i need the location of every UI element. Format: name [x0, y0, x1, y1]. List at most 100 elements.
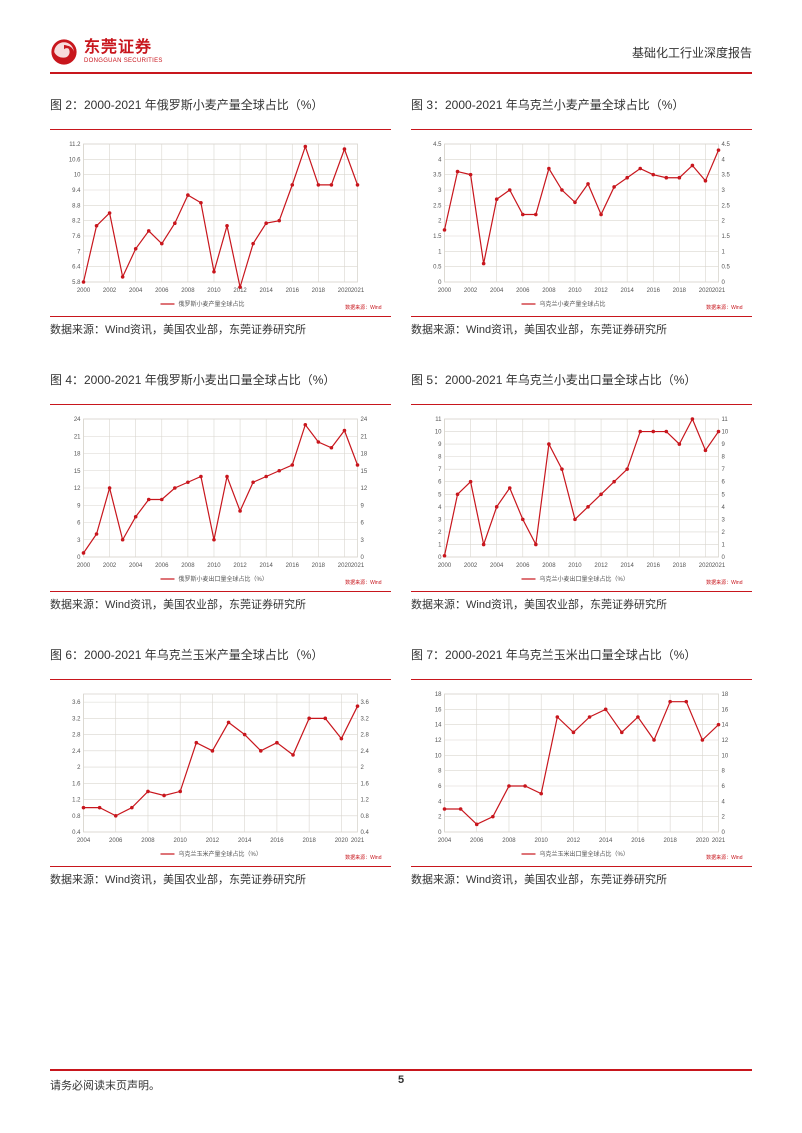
line-chart: 5.86.477.68.28.89.41010.611.220002002200…: [50, 132, 391, 312]
svg-text:3.2: 3.2: [361, 716, 370, 722]
svg-text:8.2: 8.2: [72, 219, 81, 225]
svg-text:2006: 2006: [516, 563, 530, 569]
footer-disclaimer: 请务必阅读末页声明。: [50, 1077, 160, 1093]
svg-text:24: 24: [361, 417, 368, 423]
svg-text:数据来源：Wind: 数据来源：Wind: [345, 304, 382, 311]
svg-text:8.8: 8.8: [72, 203, 81, 209]
svg-text:1.6: 1.6: [361, 781, 370, 787]
svg-text:2014: 2014: [238, 838, 252, 844]
svg-text:0.4: 0.4: [361, 830, 370, 836]
svg-text:2014: 2014: [620, 563, 634, 569]
svg-text:2002: 2002: [464, 288, 478, 294]
svg-text:18: 18: [722, 692, 729, 698]
svg-text:10: 10: [722, 753, 729, 759]
svg-text:3.5: 3.5: [433, 173, 442, 179]
svg-text:12: 12: [435, 738, 442, 744]
svg-text:2021: 2021: [351, 838, 365, 844]
svg-text:2000: 2000: [77, 563, 91, 569]
svg-text:1.5: 1.5: [433, 234, 442, 240]
svg-text:2016: 2016: [286, 288, 300, 294]
svg-text:2004: 2004: [77, 838, 91, 844]
svg-text:2.5: 2.5: [433, 203, 442, 209]
chart-cell-c3: 图 3：2000-2021 年乌克兰小麦产量全球占比（%）000.50.5111…: [411, 96, 752, 337]
chart-box: 0.40.40.80.81.21.21.61.6222.42.42.82.83.…: [50, 682, 391, 862]
chart-cell-c6: 图 6：2000-2021 年乌克兰玉米产量全球占比（%）0.40.40.80.…: [50, 646, 391, 887]
svg-text:2008: 2008: [542, 288, 556, 294]
svg-text:2012: 2012: [206, 838, 220, 844]
svg-text:10.6: 10.6: [69, 157, 81, 163]
svg-text:2021: 2021: [351, 563, 365, 569]
svg-text:0.5: 0.5: [433, 265, 442, 271]
svg-text:2010: 2010: [174, 838, 188, 844]
svg-text:2010: 2010: [207, 288, 221, 294]
svg-text:2016: 2016: [647, 288, 661, 294]
svg-text:11: 11: [722, 417, 729, 423]
svg-text:2016: 2016: [647, 563, 661, 569]
chart-source: 数据来源：Wind资讯，美国农业部，东莞证券研究所: [50, 316, 391, 337]
svg-text:2020: 2020: [699, 288, 713, 294]
svg-text:2016: 2016: [270, 838, 284, 844]
svg-text:数据来源：Wind: 数据来源：Wind: [706, 854, 743, 861]
svg-text:12: 12: [361, 486, 368, 492]
svg-text:2018: 2018: [673, 288, 687, 294]
svg-text:2008: 2008: [502, 838, 516, 844]
svg-text:4.5: 4.5: [433, 142, 442, 148]
svg-text:数据来源：Wind: 数据来源：Wind: [706, 304, 743, 311]
svg-text:2000: 2000: [77, 288, 91, 294]
svg-text:俄罗斯小麦产量全球占比: 俄罗斯小麦产量全球占比: [179, 300, 245, 308]
svg-text:3.2: 3.2: [72, 716, 81, 722]
chart-box: 5.86.477.68.28.89.41010.611.220002002200…: [50, 132, 391, 312]
svg-text:2002: 2002: [103, 288, 117, 294]
svg-text:2008: 2008: [181, 563, 195, 569]
svg-text:2020: 2020: [696, 838, 710, 844]
svg-text:18: 18: [435, 692, 442, 698]
svg-text:3.6: 3.6: [72, 700, 81, 706]
svg-text:2012: 2012: [567, 838, 581, 844]
svg-text:2.8: 2.8: [72, 733, 81, 739]
svg-text:2014: 2014: [620, 288, 634, 294]
chart-title: 图 2：2000-2021 年俄罗斯小麦产量全球占比（%）: [50, 96, 391, 130]
svg-text:1.6: 1.6: [72, 781, 81, 787]
svg-text:18: 18: [74, 452, 81, 458]
svg-text:2021: 2021: [712, 288, 726, 294]
svg-text:16: 16: [722, 707, 729, 713]
chart-source: 数据来源：Wind资讯，美国农业部，东莞证券研究所: [50, 591, 391, 612]
svg-text:2016: 2016: [631, 838, 645, 844]
svg-text:10: 10: [435, 753, 442, 759]
line-chart: 0.40.40.80.81.21.21.61.6222.42.42.82.83.…: [50, 682, 391, 862]
logo-cn: 东莞证券: [84, 40, 163, 56]
svg-text:2008: 2008: [542, 563, 556, 569]
svg-text:2020: 2020: [338, 288, 352, 294]
svg-text:俄罗斯小麦出口量全球占比（%）: 俄罗斯小麦出口量全球占比（%）: [179, 575, 268, 583]
svg-text:2.4: 2.4: [72, 749, 81, 755]
svg-text:12: 12: [74, 486, 81, 492]
svg-text:2010: 2010: [535, 838, 549, 844]
svg-text:数据来源：Wind: 数据来源：Wind: [345, 579, 382, 586]
svg-text:2018: 2018: [312, 563, 326, 569]
svg-text:2.8: 2.8: [361, 733, 370, 739]
svg-text:2012: 2012: [233, 288, 247, 294]
svg-text:15: 15: [361, 469, 368, 475]
svg-text:10: 10: [722, 430, 729, 436]
svg-text:乌克兰玉米产量全球占比（%）: 乌克兰玉米产量全球占比（%）: [179, 850, 262, 858]
svg-text:2010: 2010: [207, 563, 221, 569]
svg-text:2012: 2012: [233, 563, 247, 569]
svg-text:0.8: 0.8: [72, 814, 81, 820]
logo-text: 东莞证券 DONGGUAN SECURITIES: [84, 40, 163, 64]
chart-box: 0011223344556677889910101111200020022004…: [411, 407, 752, 587]
svg-text:1.2: 1.2: [361, 798, 370, 804]
svg-text:2006: 2006: [516, 288, 530, 294]
chart-title: 图 4：2000-2021 年俄罗斯小麦出口量全球占比（%）: [50, 371, 391, 405]
chart-grid: 图 2：2000-2021 年俄罗斯小麦产量全球占比（%）5.86.477.68…: [50, 96, 752, 887]
chart-title: 图 3：2000-2021 年乌克兰小麦产量全球占比（%）: [411, 96, 752, 130]
svg-text:2004: 2004: [129, 288, 143, 294]
svg-text:14: 14: [722, 723, 729, 729]
svg-text:2008: 2008: [141, 838, 155, 844]
svg-text:21: 21: [74, 434, 81, 440]
svg-text:5.8: 5.8: [72, 280, 81, 286]
svg-text:12: 12: [722, 738, 729, 744]
svg-text:2018: 2018: [312, 288, 326, 294]
svg-text:10: 10: [435, 430, 442, 436]
svg-text:2006: 2006: [155, 288, 169, 294]
svg-text:0.8: 0.8: [361, 814, 370, 820]
